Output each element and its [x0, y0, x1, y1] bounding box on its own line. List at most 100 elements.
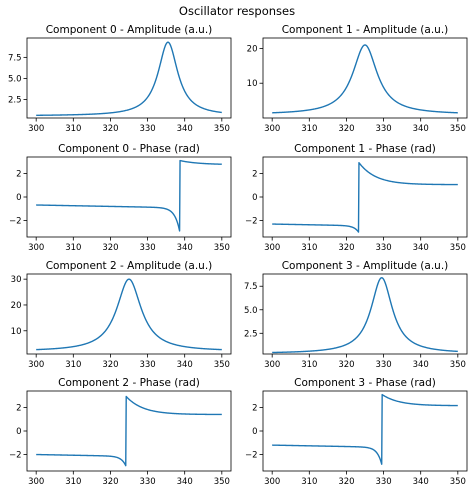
x-tick-label: 350 — [214, 477, 230, 487]
x-tick-label: 310 — [301, 360, 317, 370]
y-tick-label: 2 — [252, 169, 257, 179]
x-tick-label: 330 — [139, 360, 155, 370]
y-tick-label: 20 — [11, 301, 22, 311]
x-tick-label: 310 — [301, 477, 317, 487]
y-tick-label: 0 — [252, 427, 257, 437]
x-tick-label: 300 — [28, 243, 44, 253]
y-tick-label: −2 — [9, 451, 22, 461]
x-tick-label: 350 — [450, 124, 466, 134]
x-tick-label: 340 — [177, 477, 193, 487]
x-tick-label: 340 — [413, 360, 429, 370]
subplot-6: Component 2 - Phase (rad) 300 310 320 330 340… — [9, 377, 232, 487]
x-tick-label: 320 — [102, 124, 118, 134]
series-line — [35, 278, 223, 351]
subplot-title: Component 1 - Amplitude (a.u.) — [282, 24, 449, 36]
subplot-title: Component 3 - Phase (rad) — [294, 377, 436, 389]
axes-frame — [26, 156, 232, 238]
x-tick-label: 320 — [338, 243, 354, 253]
x-tick-label: 300 — [264, 477, 280, 487]
subplot-0: Component 0 - Amplitude (a.u.) 300 310 320 3… — [8, 24, 232, 134]
y-tick-label: −2 — [245, 451, 258, 461]
subplot-title: Component 2 - Amplitude (a.u.) — [46, 260, 213, 272]
y-tick-label: 0 — [16, 427, 21, 437]
x-tick-label: 330 — [139, 477, 155, 487]
x-tick-label: 350 — [450, 360, 466, 370]
x-tick-label: 310 — [65, 477, 81, 487]
y-tick-label: −2 — [245, 217, 258, 227]
x-tick-label: 330 — [375, 477, 391, 487]
subplot-title: Component 2 - Phase (rad) — [58, 377, 200, 389]
x-tick-label: 320 — [102, 360, 118, 370]
x-tick-label: 330 — [139, 124, 155, 134]
series-line — [271, 161, 459, 233]
series-line — [271, 393, 459, 465]
x-tick-label: 300 — [264, 124, 280, 134]
x-tick-label: 320 — [102, 477, 118, 487]
y-tick-label: −2 — [9, 217, 22, 227]
x-tick-label: 330 — [375, 243, 391, 253]
x-tick-label: 310 — [65, 360, 81, 370]
x-tick-label: 350 — [450, 477, 466, 487]
y-tick-label: 7.5 — [8, 53, 22, 63]
x-tick-label: 330 — [375, 360, 391, 370]
figure-title: Oscillator responses — [179, 4, 295, 18]
x-tick-label: 320 — [102, 243, 118, 253]
subplot-title: Component 0 - Amplitude (a.u.) — [46, 24, 213, 36]
y-tick-label: 0 — [252, 193, 257, 203]
subplot-5: Component 3 - Amplitude (a.u.) 300 310 320 3… — [244, 260, 468, 370]
x-tick-label: 300 — [28, 477, 44, 487]
x-tick-label: 340 — [177, 360, 193, 370]
x-tick-label: 330 — [139, 243, 155, 253]
x-tick-label: 300 — [264, 243, 280, 253]
y-tick-label: 0 — [16, 193, 21, 203]
series-line — [271, 44, 459, 114]
y-tick-label: 30 — [11, 275, 22, 285]
subplot-title: Component 3 - Amplitude (a.u.) — [282, 260, 449, 272]
subplot-title: Component 1 - Phase (rad) — [294, 143, 436, 155]
series-line — [271, 277, 459, 354]
x-tick-label: 350 — [214, 124, 230, 134]
x-tick-label: 340 — [413, 243, 429, 253]
y-tick-label: 2.5 — [244, 329, 258, 339]
x-tick-label: 340 — [177, 124, 193, 134]
x-tick-label: 300 — [264, 360, 280, 370]
axes-frame — [262, 390, 468, 472]
x-tick-label: 340 — [413, 477, 429, 487]
x-tick-label: 310 — [301, 243, 317, 253]
axes-frame — [26, 273, 232, 355]
axes-frame — [262, 37, 468, 119]
y-tick-label: 5.0 — [8, 74, 22, 84]
subplot-1: Component 1 - Amplitude (a.u.) 300 310 320 3… — [247, 24, 468, 134]
x-tick-label: 350 — [214, 360, 230, 370]
series-line — [35, 159, 223, 232]
axes-frame — [262, 156, 468, 238]
x-tick-label: 320 — [338, 360, 354, 370]
x-tick-label: 310 — [65, 243, 81, 253]
y-tick-label: 2.5 — [8, 95, 22, 105]
y-tick-label: 20 — [247, 44, 258, 54]
subplot-2: Component 0 - Phase (rad) 300 310 320 330 340… — [9, 143, 232, 253]
x-tick-label: 340 — [413, 124, 429, 134]
subplot-3: Component 1 - Phase (rad) 300 310 320 330 340… — [245, 143, 468, 253]
y-tick-label: 10 — [247, 79, 258, 89]
y-tick-label: 2 — [252, 403, 257, 413]
x-tick-label: 320 — [338, 477, 354, 487]
axes-frame — [262, 273, 468, 355]
axes-frame — [26, 37, 232, 119]
subplot-4: Component 2 - Amplitude (a.u.) 300 310 320 3… — [11, 260, 232, 370]
x-tick-label: 320 — [338, 124, 354, 134]
x-tick-label: 300 — [28, 124, 44, 134]
x-tick-label: 340 — [177, 243, 193, 253]
x-tick-label: 310 — [301, 124, 317, 134]
y-tick-label: 7.5 — [244, 282, 258, 292]
x-tick-label: 330 — [375, 124, 391, 134]
subplot-title: Component 0 - Phase (rad) — [58, 143, 200, 155]
x-tick-label: 350 — [450, 243, 466, 253]
y-tick-label: 2 — [16, 403, 21, 413]
x-tick-label: 350 — [214, 243, 230, 253]
series-line — [35, 41, 223, 117]
series-line — [35, 395, 223, 467]
y-tick-label: 2 — [16, 169, 21, 179]
x-tick-label: 310 — [65, 124, 81, 134]
